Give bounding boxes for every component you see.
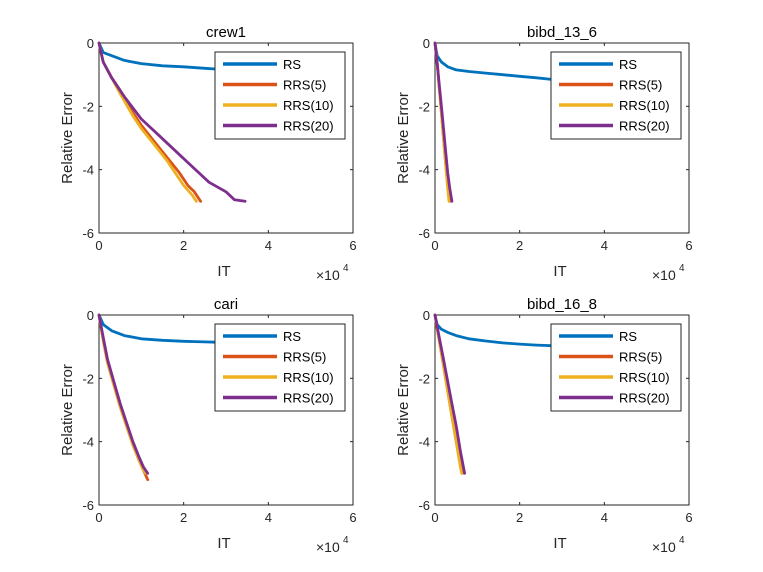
series-line-rs bbox=[433, 313, 553, 348]
legend: RS RRS(5) RRS(10) RRS(20) bbox=[550, 323, 682, 412]
y-tick-label: -4 bbox=[82, 435, 94, 450]
x-multiplier-label: ×10 bbox=[316, 267, 340, 283]
x-tick-label: 4 bbox=[265, 510, 272, 525]
y-axis-label: Relative Error bbox=[59, 92, 76, 184]
series-line-rs bbox=[97, 41, 217, 71]
y-tick-label: -4 bbox=[82, 163, 94, 178]
x-tick-label: 2 bbox=[516, 238, 523, 253]
legend: RS RRS(5) RRS(10) RRS(20) bbox=[550, 51, 682, 140]
x-tick-label: 0 bbox=[95, 510, 102, 525]
x-multiplier-exponent: 4 bbox=[679, 263, 685, 274]
y-tick-label: 0 bbox=[423, 308, 430, 323]
panel-title: bibd_16_8 bbox=[527, 296, 597, 313]
legend-entry: RRS(5) bbox=[619, 78, 662, 93]
legend-entry: RS bbox=[619, 57, 637, 72]
y-tick-label: 0 bbox=[87, 308, 94, 323]
x-tick-label: 4 bbox=[601, 238, 608, 253]
y-axis-label: Relative Error bbox=[395, 92, 412, 184]
x-tick-label: 4 bbox=[601, 510, 608, 525]
panel-title: cari bbox=[214, 296, 238, 313]
x-multiplier-label: ×10 bbox=[316, 539, 340, 555]
legend-entry: RRS(20) bbox=[619, 391, 670, 406]
y-tick-label: -4 bbox=[418, 435, 430, 450]
x-multiplier-exponent: 4 bbox=[343, 535, 349, 546]
x-tick-label: 6 bbox=[349, 238, 356, 253]
series-line-rrs20 bbox=[97, 41, 247, 203]
series-line-rs bbox=[97, 313, 217, 344]
legend-entry: RRS(10) bbox=[283, 370, 334, 385]
legend-entry: RS bbox=[283, 329, 301, 344]
legend-entry: RRS(5) bbox=[283, 350, 326, 365]
series-line-rrs20 bbox=[97, 313, 150, 475]
legend-box bbox=[550, 51, 682, 140]
legend-entry: RRS(5) bbox=[619, 350, 662, 365]
x-axis-label: IT bbox=[553, 263, 566, 280]
x-tick-label: 0 bbox=[431, 510, 438, 525]
y-tick-label: -2 bbox=[418, 371, 430, 386]
legend: RS RRS(5) RRS(10) RRS(20) bbox=[214, 51, 346, 140]
y-tick-label: -2 bbox=[82, 371, 94, 386]
series-line-rs bbox=[433, 41, 553, 81]
legend-entry: RRS(20) bbox=[283, 391, 334, 406]
panel-title: crew1 bbox=[206, 24, 246, 41]
x-axis-label: IT bbox=[217, 535, 230, 552]
x-tick-label: 6 bbox=[685, 510, 692, 525]
series-line-rrs20 bbox=[433, 313, 467, 475]
x-tick-label: 2 bbox=[180, 510, 187, 525]
y-tick-label: -2 bbox=[418, 99, 430, 114]
x-tick-label: 6 bbox=[685, 238, 692, 253]
x-tick-label: 6 bbox=[349, 510, 356, 525]
y-axis-label: Relative Error bbox=[395, 364, 412, 456]
x-multiplier-exponent: 4 bbox=[343, 263, 349, 274]
legend-entry: RRS(20) bbox=[283, 119, 334, 134]
legend-entry: RS bbox=[283, 57, 301, 72]
x-tick-label: 2 bbox=[180, 238, 187, 253]
legend-entry: RRS(10) bbox=[619, 370, 670, 385]
x-axis-label: IT bbox=[217, 263, 230, 280]
legend-entry: RS bbox=[619, 329, 637, 344]
x-tick-label: 0 bbox=[431, 238, 438, 253]
y-tick-label: -2 bbox=[82, 99, 94, 114]
y-tick-label: -4 bbox=[418, 163, 430, 178]
x-tick-label: 4 bbox=[265, 238, 272, 253]
legend-entry: RRS(5) bbox=[283, 78, 326, 93]
y-tick-label: -6 bbox=[418, 226, 430, 241]
legend-entry: RRS(20) bbox=[619, 119, 670, 134]
legend: RS RRS(5) RRS(10) RRS(20) bbox=[214, 323, 346, 412]
x-multiplier-label: ×10 bbox=[652, 267, 676, 283]
legend-entry: RRS(10) bbox=[283, 98, 334, 113]
series-line-rrs20 bbox=[433, 41, 454, 203]
y-tick-label: 0 bbox=[87, 36, 94, 51]
y-tick-label: -6 bbox=[418, 498, 430, 513]
legend-entry: RRS(10) bbox=[619, 98, 670, 113]
x-axis-label: IT bbox=[553, 535, 566, 552]
x-tick-label: 2 bbox=[516, 510, 523, 525]
panel-title: bibd_13_6 bbox=[527, 24, 597, 41]
x-multiplier-label: ×10 bbox=[652, 539, 676, 555]
x-tick-label: 0 bbox=[95, 238, 102, 253]
y-axis-label: Relative Error bbox=[59, 364, 76, 456]
y-tick-label: -6 bbox=[82, 498, 94, 513]
y-tick-label: -6 bbox=[82, 226, 94, 241]
y-tick-label: 0 bbox=[423, 36, 430, 51]
x-multiplier-exponent: 4 bbox=[679, 535, 685, 546]
